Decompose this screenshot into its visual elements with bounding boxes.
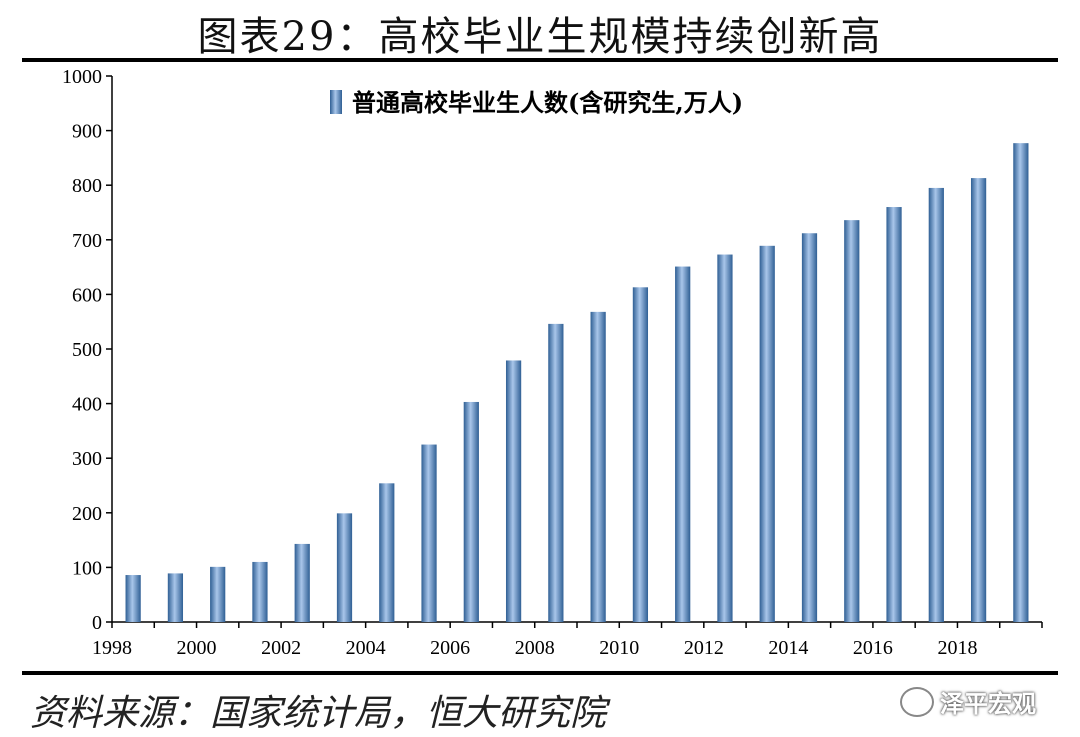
- bar: [1013, 143, 1029, 622]
- y-tick-label: 900: [72, 121, 102, 143]
- bar: [717, 254, 733, 623]
- top-divider: [22, 58, 1058, 62]
- bar: [294, 543, 310, 622]
- x-tick-label: 1998: [92, 637, 132, 659]
- bar: [759, 245, 775, 622]
- bar-chart: 0 100 200 300 400 500 600 700 800 900 1000 1998 2000…: [62, 66, 1043, 659]
- x-tick-label: 2006: [430, 637, 470, 659]
- bar: [421, 444, 437, 622]
- bar: [801, 233, 818, 623]
- chart-legend: 普通高校毕业生人数(含研究生,万人): [330, 88, 743, 117]
- x-tick-label: 2018: [937, 637, 977, 659]
- y-tick-label: 400: [72, 394, 102, 416]
- x-tick-label: 2008: [515, 637, 555, 659]
- bar: [125, 575, 141, 622]
- bar: [632, 287, 649, 622]
- y-tick-label: 300: [72, 448, 102, 470]
- bar: [590, 311, 606, 622]
- bar: [928, 187, 944, 622]
- bar: [886, 207, 902, 623]
- bar: [970, 178, 987, 622]
- chart-bars: [125, 143, 1029, 623]
- y-tick-label: 800: [72, 175, 102, 197]
- bar: [379, 483, 395, 622]
- bar: [336, 513, 353, 622]
- x-tick-label: 2000: [177, 637, 217, 659]
- bar: [167, 573, 184, 622]
- x-tick-label: 2002: [261, 637, 301, 659]
- bar: [844, 220, 860, 623]
- chart-title: 图表29：高校毕业生规模持续创新高: [197, 14, 883, 60]
- bar: [210, 566, 226, 622]
- legend-swatch: [330, 90, 342, 114]
- x-tick-label: 2010: [599, 637, 639, 659]
- bar: [463, 401, 479, 622]
- y-tick-label: 200: [72, 503, 102, 525]
- y-tick-label: 600: [72, 284, 102, 306]
- bar: [505, 360, 522, 622]
- y-tick-label: 100: [72, 557, 102, 579]
- x-tick-label: 2014: [768, 637, 808, 659]
- y-tick-label: 500: [72, 339, 102, 361]
- y-tick-label: 1000: [62, 66, 102, 88]
- chart-axes: 0 100 200 300 400 500 600 700 800 900 1000 1998 2000…: [62, 66, 1043, 659]
- bar: [252, 561, 268, 622]
- source-note: 资料来源：国家统计局，恒大研究院: [30, 693, 607, 734]
- wechat-icon: [900, 686, 934, 717]
- watermark-text: 泽平宏观: [940, 690, 1036, 718]
- bar: [675, 266, 691, 622]
- watermark: 泽平宏观: [900, 684, 1036, 719]
- legend-label: 普通高校毕业生人数(含研究生,万人): [352, 88, 743, 117]
- x-tick-label: 2012: [684, 637, 724, 659]
- y-tick-label: 0: [92, 612, 102, 634]
- y-tick-label: 700: [72, 230, 102, 252]
- bottom-divider: [22, 671, 1058, 675]
- x-tick-label: 2016: [853, 637, 893, 659]
- x-tick-label: 2004: [346, 637, 386, 659]
- bar: [548, 323, 564, 622]
